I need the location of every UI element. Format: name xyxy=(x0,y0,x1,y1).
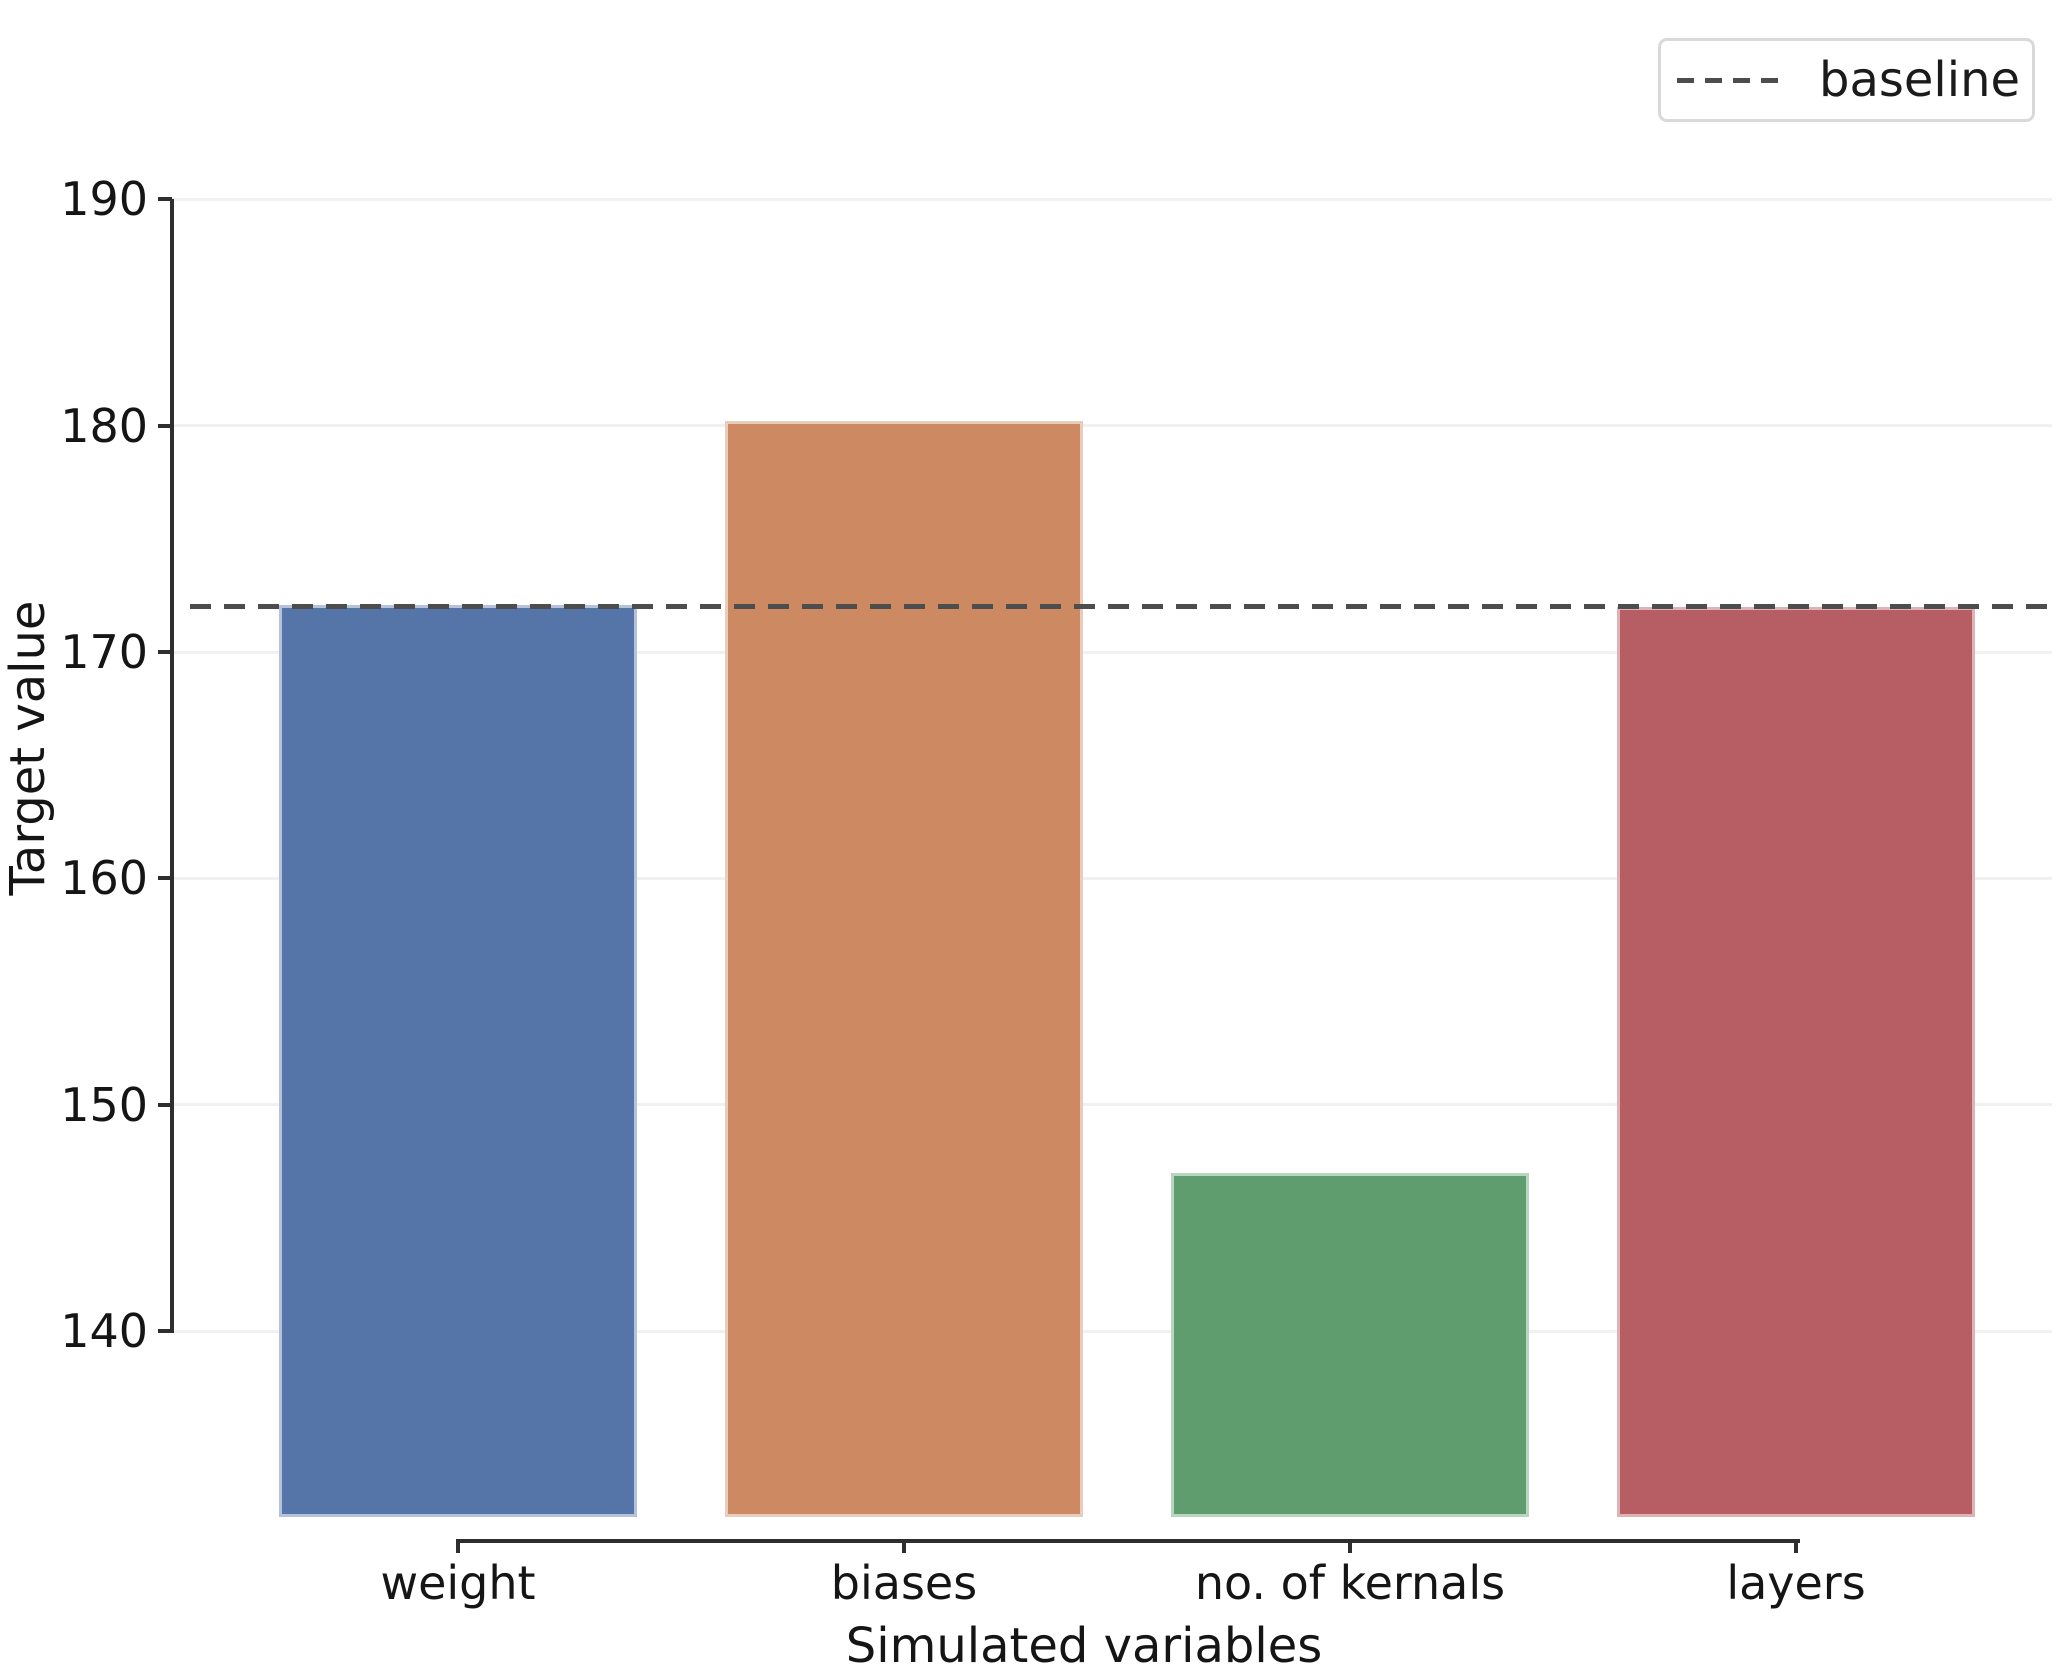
x-tick-label: weight xyxy=(380,1556,536,1610)
gridline xyxy=(172,1329,2052,1333)
x-tick-mark xyxy=(1794,1541,1798,1553)
x-axis-title: Simulated variables xyxy=(845,1618,1323,1674)
x-axis-spine xyxy=(456,1539,1800,1543)
bar-layers xyxy=(1617,606,1975,1517)
y-tick-label: 160 xyxy=(60,851,148,906)
baseline-dashed-line xyxy=(190,604,2052,610)
x-tick-label: layers xyxy=(1726,1556,1866,1610)
gridline xyxy=(172,876,2052,880)
dashed-line-icon xyxy=(1677,77,1781,83)
y-tick-label: 150 xyxy=(60,1077,148,1132)
y-tick-mark xyxy=(158,1329,172,1334)
y-axis-title: Target value xyxy=(0,600,56,896)
y-tick-label: 170 xyxy=(60,625,148,680)
gridline xyxy=(172,424,2052,428)
y-tick-label: 180 xyxy=(60,398,148,453)
legend-label: baseline xyxy=(1819,52,2021,108)
y-tick-label: 140 xyxy=(60,1304,148,1359)
y-tick-mark xyxy=(158,423,172,428)
bar-weight xyxy=(279,604,637,1517)
x-tick-mark xyxy=(456,1541,460,1553)
gridline xyxy=(172,197,2052,201)
legend-box: baseline xyxy=(1658,38,2035,122)
y-tick-mark xyxy=(158,650,172,655)
bar-no-of-kernals xyxy=(1171,1172,1529,1517)
bar-biases xyxy=(725,421,1083,1517)
y-tick-mark xyxy=(158,197,172,202)
y-tick-label: 190 xyxy=(60,172,148,227)
x-tick-label: biases xyxy=(830,1556,978,1610)
gridline xyxy=(172,650,2052,654)
x-tick-mark xyxy=(1348,1541,1352,1553)
x-tick-label: no. of kernals xyxy=(1194,1556,1506,1610)
x-tick-mark xyxy=(902,1541,906,1553)
gridline xyxy=(172,1103,2052,1107)
y-tick-mark xyxy=(158,876,172,881)
y-tick-mark xyxy=(158,1102,172,1107)
y-axis-spine xyxy=(170,199,174,1333)
